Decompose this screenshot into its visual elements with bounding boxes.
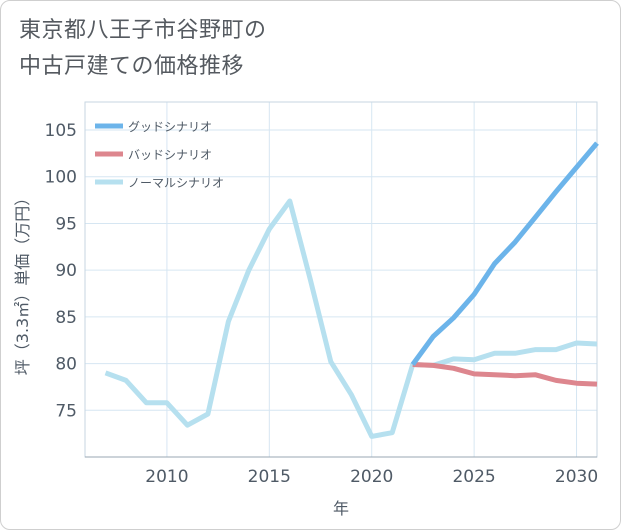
series-lines [104, 141, 599, 439]
y-tick-95: 95 [55, 214, 77, 234]
x-tick-2015: 2015 [248, 467, 291, 487]
series-line-2 [104, 198, 598, 439]
series-line-1 [412, 362, 598, 387]
tick-labels: 75 80 85 90 95 100 105 2010 2015 2020 2025 2030 [45, 121, 599, 487]
grid-lines [85, 102, 597, 457]
x-tick-2020: 2020 [350, 467, 393, 487]
title-line-2: 中古戸建ての価格推移 [19, 54, 245, 79]
title-line-1: 東京都八王子市谷野町の [19, 18, 267, 43]
y-tick-75: 75 [55, 401, 77, 421]
x-tick-2010: 2010 [145, 467, 188, 487]
series-line-0 [410, 141, 599, 366]
axes [84, 101, 598, 458]
y-tick-85: 85 [55, 308, 77, 328]
legend-label-1: バッドシナリオ [128, 148, 212, 162]
legend-label-0: グッドシナリオ [128, 120, 212, 134]
x-tick-2025: 2025 [452, 467, 495, 487]
legend-label-2: ノーマルシナリオ [128, 176, 224, 190]
y-axis-label: 坪（3.3㎡）単価（万円） [13, 190, 32, 375]
y-tick-80: 80 [55, 355, 77, 375]
x-axis-label: 年 [333, 499, 349, 518]
y-tick-90: 90 [55, 261, 77, 281]
x-tick-2030: 2030 [555, 467, 598, 487]
y-tick-105: 105 [45, 121, 77, 141]
chart-title: 東京都八王子市谷野町の 中古戸建ての価格推移 [19, 13, 267, 85]
y-tick-100: 100 [45, 168, 77, 188]
